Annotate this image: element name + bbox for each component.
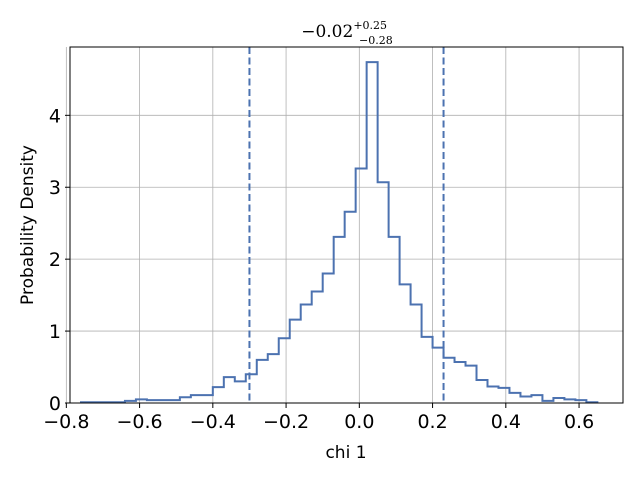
x-tick-label: 0.6 <box>564 411 594 433</box>
title-upper-error: +0.25 <box>353 19 387 32</box>
y-tick-label: 3 <box>49 177 61 199</box>
y-tick-label: 1 <box>49 321 61 343</box>
axes-frame <box>69 46 624 404</box>
axis-ticks: −0.8 −0.6 −0.4 −0.2 0.0 0.2 0.4 0.6 0 1 2 3 4 <box>43 105 594 433</box>
x-tick-label: 0.4 <box>491 411 521 433</box>
x-tick-label: 0.0 <box>344 411 374 433</box>
x-tick-label: −0.2 <box>263 411 309 433</box>
x-tick-label: 0.2 <box>417 411 447 433</box>
x-tick-label: −0.8 <box>43 411 89 433</box>
chart-title: −0.02+0.25 −0.28 <box>301 19 393 47</box>
y-tick-label: 4 <box>49 105 61 127</box>
histogram-step-line <box>79 61 599 404</box>
title-lower-error: −0.28 <box>359 34 393 47</box>
y-tick-label: 0 <box>49 393 61 415</box>
x-tick-label: −0.4 <box>190 411 236 433</box>
x-axis-label: chi 1 <box>325 443 366 463</box>
x-tick-label: −0.6 <box>117 411 163 433</box>
title-value: −0.02 <box>301 22 353 42</box>
plot-data <box>79 47 599 404</box>
y-axis-label: Probability Density <box>18 145 38 305</box>
y-tick-label: 2 <box>49 249 61 271</box>
